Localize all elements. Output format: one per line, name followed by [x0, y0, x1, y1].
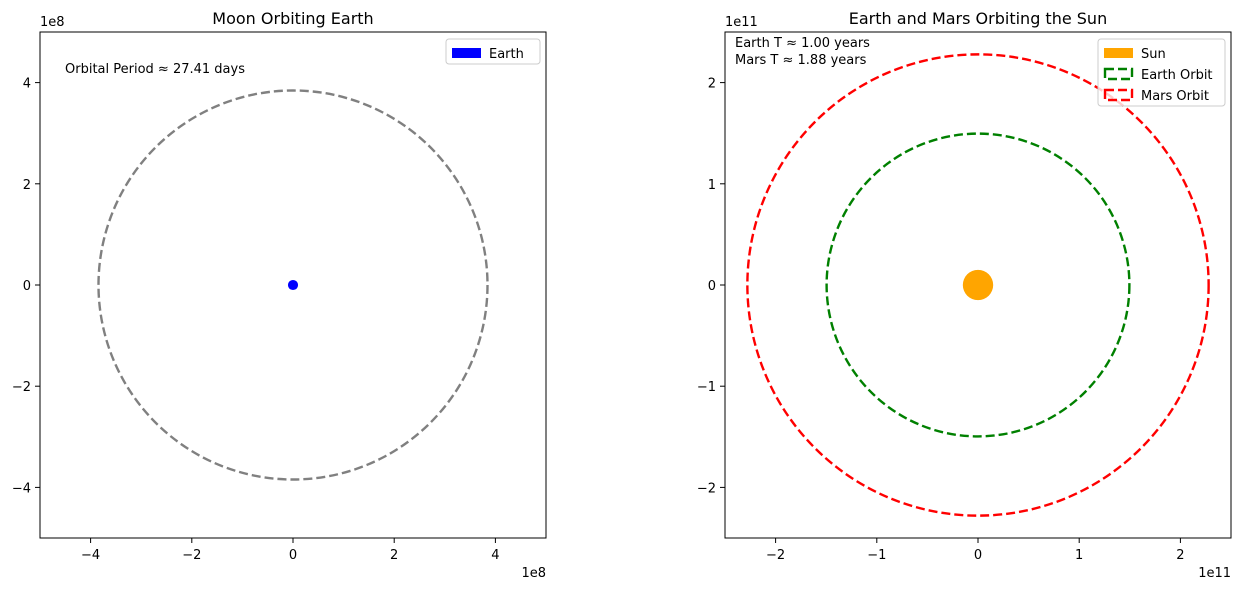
x-tick-label: 2 [390, 548, 398, 563]
x-tick-label: −2 [766, 548, 785, 563]
y-tick-label: 0 [23, 279, 31, 294]
y-tick-label: −2 [697, 481, 716, 496]
y-offset-label: 1e8 [40, 15, 65, 30]
x-tick-label: −4 [81, 548, 100, 563]
annotation: Earth T ≈ 1.00 years [735, 36, 870, 51]
legend-label: Sun [1141, 47, 1166, 62]
annotation: Mars T ≈ 1.88 years [735, 53, 867, 68]
y-tick-label: 4 [23, 77, 31, 92]
x-tick-label: 0 [974, 548, 982, 563]
y-tick-label: 1 [708, 178, 716, 193]
orbit-mars-orbit [746, 53, 1210, 517]
legend-label: Earth [489, 47, 524, 62]
legend-swatch [1103, 88, 1134, 102]
x-offset-label: 1e8 [521, 566, 546, 581]
legend-label: Earth Orbit [1141, 68, 1213, 83]
orbit-earth-orbit [825, 132, 1131, 438]
plot-area [746, 53, 1210, 517]
chart-title: Earth and Mars Orbiting the Sun [849, 9, 1107, 28]
x-tick-label: −2 [182, 548, 201, 563]
orbit-0-0 [97, 89, 489, 481]
x-tick-label: 0 [289, 548, 297, 563]
chart-0: Moon Orbiting Earth −4 −2 0 2 4 −4 −2 0 2 4 1e8 1e8 O… [12, 9, 547, 581]
chart-1: Earth and Mars Orbiting the Sun −2 −1 0 1 2 −2… [697, 9, 1232, 581]
x-tick-label: 1 [1075, 548, 1083, 563]
y-tick-label: −2 [12, 380, 31, 395]
x-tick-label: 2 [1176, 548, 1184, 563]
x-offset-label: 1e11 [1198, 566, 1231, 581]
y-tick-label: 2 [708, 77, 716, 92]
y-tick-label: −4 [12, 481, 31, 496]
legend: Sun Earth Orbit Mars Orbit [1097, 38, 1226, 107]
body-earth [287, 279, 299, 291]
y-offset-label: 1e11 [725, 15, 758, 30]
plot-area [97, 89, 489, 481]
y-tick-label: 2 [23, 178, 31, 193]
x-tick-label: 4 [491, 548, 499, 563]
annotation: Orbital Period ≈ 27.41 days [65, 62, 245, 77]
legend-swatch [1104, 48, 1133, 58]
x-tick-label: −1 [867, 548, 886, 563]
legend-swatch [1103, 67, 1134, 81]
body-sun [962, 269, 994, 301]
legend-swatch [452, 48, 481, 58]
y-tick-label: −1 [697, 380, 716, 395]
legend: Earth [445, 38, 541, 65]
legend-label: Mars Orbit [1141, 89, 1209, 104]
chart-title: Moon Orbiting Earth [212, 9, 373, 28]
y-tick-label: 0 [708, 279, 716, 294]
